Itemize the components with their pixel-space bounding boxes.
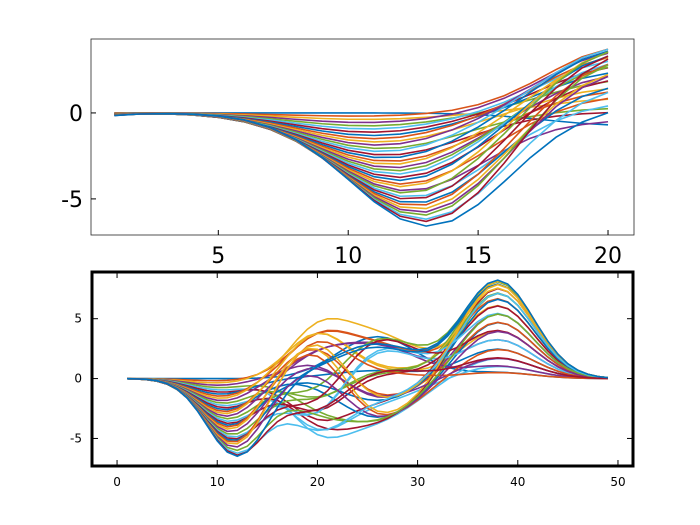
x-tick-label: 0 xyxy=(113,475,121,489)
x-tick-label: 15 xyxy=(464,244,492,269)
bottom-series-line xyxy=(127,338,608,423)
top-axes-frame xyxy=(90,38,635,236)
x-tick-label: 20 xyxy=(594,244,622,269)
bottom-series-line xyxy=(127,305,609,425)
bottom-series-line xyxy=(127,292,609,455)
top-axis-ticks: 5 10 15 20 0 -5 xyxy=(61,102,622,269)
bottom-series-line xyxy=(127,279,609,458)
top-series-lines xyxy=(114,48,609,227)
y-tick-label: 5 xyxy=(74,312,82,326)
x-tick-label: 50 xyxy=(610,475,625,489)
x-tick-label: 20 xyxy=(310,475,325,489)
y-tick-label: -5 xyxy=(70,431,82,445)
bottom-series-line xyxy=(127,298,609,427)
y-tick-label: -5 xyxy=(61,188,83,213)
y-tick-label: 0 xyxy=(69,102,83,127)
x-tick-label: 10 xyxy=(210,475,225,489)
x-tick-label: 10 xyxy=(334,244,362,269)
top-axes: 5 10 15 20 0 -5 xyxy=(61,38,635,269)
x-tick-label: 30 xyxy=(410,475,425,489)
bottom-axes-frame xyxy=(90,270,635,468)
top-series-line xyxy=(114,111,609,227)
x-tick-label: 40 xyxy=(510,475,525,489)
x-tick-label: 5 xyxy=(211,244,225,269)
y-tick-label: 0 xyxy=(74,372,82,386)
bottom-series-line xyxy=(127,321,609,413)
bottom-series-lines xyxy=(127,279,609,458)
